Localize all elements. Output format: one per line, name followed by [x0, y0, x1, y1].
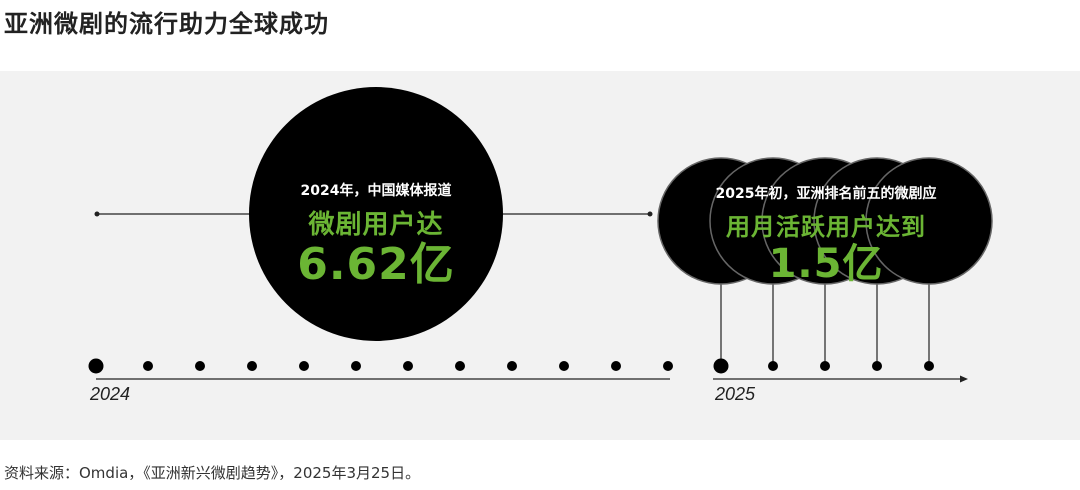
timeline-dot: [663, 361, 673, 371]
connector-dot-right: [647, 211, 653, 217]
cluster-circle-5: [865, 157, 993, 285]
source-note: 资料来源：Omdia，《亚洲新兴微剧趋势》，2025年3月25日。: [4, 464, 421, 482]
timeline-dot: [559, 361, 569, 371]
timeline-dot: [247, 361, 257, 371]
timeline-dot: [351, 361, 361, 371]
timeline-dot: [455, 361, 465, 371]
timeline-dot: [403, 361, 413, 371]
year-label-2025: 2025: [715, 384, 756, 404]
timeline-dot-2025-start: [713, 358, 729, 374]
timeline-dot: [299, 361, 309, 371]
milestone-2024-text: 2024年，中国媒体报道 微剧用户达 6.62亿: [256, 180, 496, 289]
milestone-2025-line2: 用月活跃用户达到: [726, 213, 926, 241]
timeline-arrowhead: [960, 375, 968, 383]
timeline-diagram: [88, 87, 993, 383]
timeline-dot: [924, 361, 934, 371]
timeline-dot: [611, 361, 621, 371]
year-label-2024: 2024: [90, 384, 131, 404]
page-title: 亚洲微剧的流行助力全球成功: [4, 10, 329, 38]
connector-dot-left: [94, 211, 100, 217]
timeline-dot: [143, 361, 153, 371]
milestone-2024-value: 6.62亿: [297, 239, 455, 290]
milestone-2024-line1: 2024年，中国媒体报道: [300, 183, 452, 199]
milestone-2025-value: 1.5亿: [768, 241, 884, 287]
milestone-2025-line1: 2025年初，亚洲排名前五的微剧应: [715, 186, 937, 202]
timeline-dot: [872, 361, 882, 371]
timeline-dot: [768, 361, 778, 371]
timeline-dot-2024-start: [88, 358, 104, 374]
timeline-dot: [507, 361, 517, 371]
timeline-dot: [195, 361, 205, 371]
milestone-2025-text: 2025年初，亚洲排名前五的微剧应 用月活跃用户达到 1.5亿: [676, 183, 976, 286]
timeline-dot: [820, 361, 830, 371]
milestone-2024-line2: 微剧用户达: [308, 210, 444, 240]
milestone-2024-circle: [249, 87, 503, 341]
